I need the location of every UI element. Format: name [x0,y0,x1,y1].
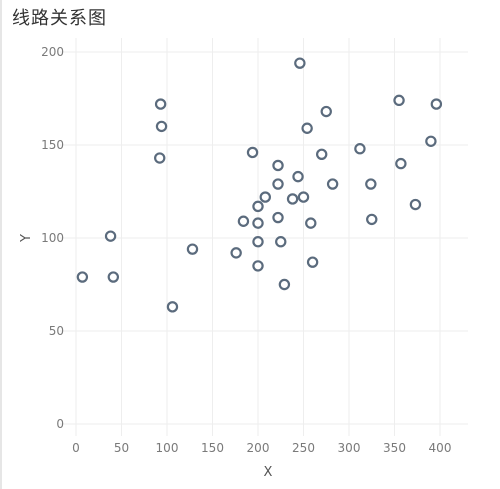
x-tick-label: 50 [114,441,129,455]
data-point[interactable] [395,157,407,170]
data-point[interactable] [409,198,422,211]
y-tick-label: 0 [56,417,64,431]
x-tick-label: 400 [429,441,452,455]
y-axis-label: Y [19,234,34,243]
data-points [76,57,443,313]
data-point[interactable] [294,57,306,69]
data-point[interactable] [292,170,304,183]
data-point[interactable] [155,120,168,133]
data-point[interactable] [186,243,199,255]
data-point[interactable] [320,105,332,118]
data-point[interactable] [354,143,366,155]
data-point[interactable] [104,230,117,242]
data-point[interactable] [246,146,259,159]
x-tick-label: 200 [247,441,270,455]
grid [60,38,468,436]
x-tick-label: 0 [72,441,80,455]
data-point[interactable] [259,191,271,203]
data-point[interactable] [297,191,310,203]
data-point[interactable] [425,135,437,147]
x-tick-label: 300 [338,441,361,455]
x-axis-label: X [264,465,273,480]
data-point[interactable] [252,260,264,272]
chart-title: 线路关系图 [12,8,107,29]
y-tick-label: 200 [41,45,64,59]
data-point[interactable] [272,178,284,190]
data-point[interactable] [154,98,167,110]
data-point[interactable] [301,122,313,134]
data-point[interactable] [166,301,179,313]
data-point[interactable] [252,236,264,248]
x-tick-label: 250 [292,441,315,455]
data-point[interactable] [278,278,291,291]
data-point[interactable] [272,159,284,172]
data-point[interactable] [272,211,284,224]
data-point[interactable] [107,271,120,283]
x-tick-label: 350 [383,441,406,455]
data-point[interactable] [286,193,299,205]
data-point[interactable] [252,200,264,213]
data-point[interactable] [154,152,166,164]
axis-ticks: 0 50 100 150 200 250 300 350 400 0 50 100 150 200 [41,45,451,455]
data-point[interactable] [305,217,317,229]
data-point[interactable] [366,213,378,226]
y-tick-label: 150 [41,138,64,152]
data-point[interactable] [393,94,405,107]
data-point[interactable] [316,148,328,160]
data-point[interactable] [230,247,242,259]
y-tick-label: 50 [49,324,64,338]
x-tick-label: 150 [201,441,224,455]
data-point[interactable] [275,236,287,248]
y-tick-label: 100 [41,231,64,245]
data-point[interactable] [326,178,339,190]
x-tick-label: 100 [156,441,179,455]
data-point[interactable] [237,215,250,227]
data-point[interactable] [252,217,264,229]
data-point[interactable] [365,178,377,190]
data-point[interactable] [430,98,443,110]
data-point[interactable] [306,256,319,268]
data-point[interactable] [76,271,89,283]
